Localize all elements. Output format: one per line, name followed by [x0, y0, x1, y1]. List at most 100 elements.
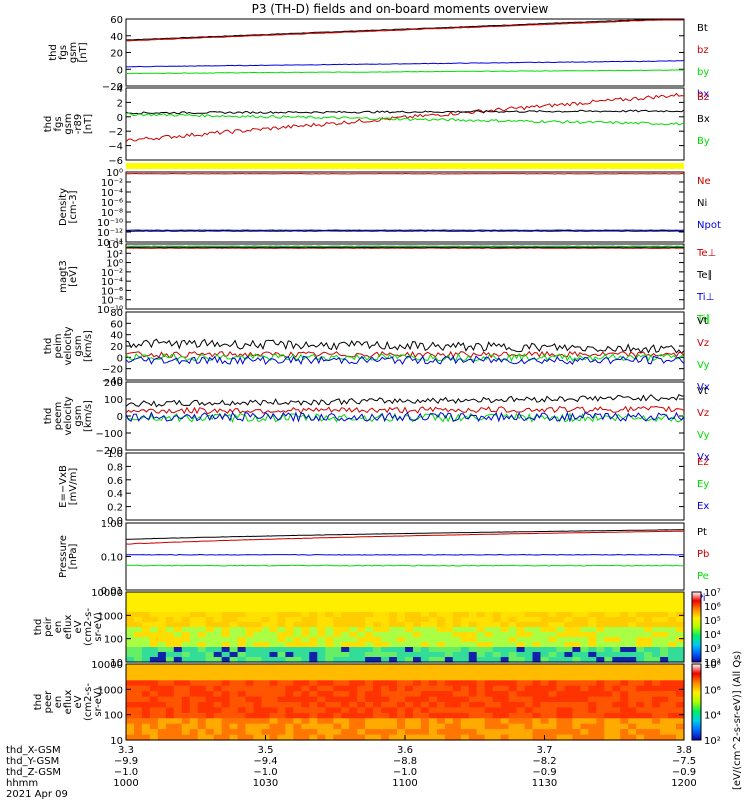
spectrogram-cell — [389, 729, 398, 736]
spectrogram-cell — [460, 607, 470, 613]
spectrogram-cell — [428, 718, 438, 725]
spectrogram-cell — [134, 729, 143, 736]
spectrogram-cell — [460, 597, 470, 603]
spectrogram-cell — [229, 674, 239, 681]
spectrogram-cell — [397, 691, 406, 698]
spectrogram-cell — [341, 685, 350, 692]
spectrogram-cell — [134, 723, 143, 730]
spectrogram-cell — [588, 642, 597, 648]
spectrogram-cell — [564, 642, 573, 648]
spectrogram-cell — [428, 696, 438, 703]
spectrogram-cell — [660, 617, 669, 623]
spectrogram-cell — [301, 597, 310, 603]
spectrogram-cell — [405, 612, 414, 618]
spectrogram-cell — [229, 597, 239, 603]
spectrogram-cell — [636, 691, 645, 698]
spectrogram-cell — [397, 669, 406, 676]
spectrogram-cell — [229, 647, 239, 653]
spectrogram-cell — [245, 664, 255, 670]
spectrogram-cell — [293, 612, 302, 618]
spectrogram-cell — [189, 674, 199, 681]
spectrogram-cell — [245, 657, 255, 663]
spectrogram-cell — [644, 592, 653, 598]
spectrogram-cell — [149, 680, 159, 687]
spectrogram-cell — [548, 592, 558, 598]
spectrogram-cell — [349, 696, 358, 703]
spectrogram-cell — [357, 627, 366, 633]
spectrogram-cell — [405, 652, 414, 658]
spectrogram-cell — [365, 607, 374, 613]
spectrogram-cell — [245, 669, 255, 676]
spectrogram-cell — [572, 729, 581, 736]
spectrogram-cell — [397, 723, 406, 730]
spectrogram-cell — [141, 712, 151, 719]
spectrogram-cell — [476, 696, 486, 703]
spectrogram-cell — [476, 647, 486, 653]
spectrogram-cell — [516, 627, 526, 633]
spectrogram-cell — [357, 622, 366, 628]
spectrogram-cell — [524, 734, 534, 741]
spectrogram-cell — [309, 597, 318, 603]
spectrogram-cell — [213, 612, 223, 618]
spectrogram-cell — [181, 647, 191, 653]
x-row-value: −7.5 — [672, 756, 696, 767]
spectrogram-cell — [221, 622, 231, 628]
spectrogram-cell — [285, 647, 294, 653]
spectrogram-cell — [317, 597, 326, 603]
spectrogram-cell — [420, 729, 430, 736]
spectrogram-cell — [580, 712, 589, 719]
spectrogram-cell — [660, 685, 669, 692]
legend-Te⊥: Te⊥ — [696, 248, 716, 259]
spectrogram-cell — [269, 622, 279, 628]
spectrogram-cell — [277, 627, 287, 633]
spectrogram-cell — [405, 707, 414, 714]
spectrogram-cell — [237, 680, 247, 687]
spectrogram-cell — [157, 602, 167, 608]
spectrogram-cell — [126, 652, 135, 658]
spectrogram-cell — [476, 685, 486, 692]
spectrogram-cell — [213, 723, 223, 730]
spectrogram-cell — [668, 712, 677, 719]
spectrogram-cell — [165, 664, 175, 670]
spectrogram-cell — [596, 669, 605, 676]
spectrogram-cell — [436, 669, 446, 676]
spectrogram-cell — [413, 617, 422, 623]
spectrogram-cell — [644, 632, 653, 638]
spectrogram-cell — [580, 612, 589, 618]
spectrogram-cell — [381, 637, 390, 643]
spectrogram-cell — [325, 602, 334, 608]
spectrogram-cell — [668, 592, 677, 598]
spectrogram-cell — [580, 718, 589, 725]
spectrogram-cell — [612, 657, 621, 663]
spectrogram-cell — [165, 696, 175, 703]
spectrogram-cell — [149, 664, 159, 670]
spectrogram-cell — [341, 712, 350, 719]
spectrogram-cell — [516, 647, 526, 653]
x-row-value: −1.0 — [253, 767, 277, 778]
spectrogram-cell — [197, 632, 207, 638]
spectrogram-cell — [149, 696, 159, 703]
spectrogram-cell — [612, 718, 621, 725]
spectrogram-cell — [500, 696, 510, 703]
spectrogram-cell — [436, 691, 446, 698]
spectrogram-cell — [413, 696, 422, 703]
spectrogram-cell — [365, 685, 374, 692]
spectrogram-cell — [261, 696, 271, 703]
y-tick-label: 20 — [110, 342, 123, 353]
spectrogram-cell — [205, 729, 215, 736]
spectrogram-cell — [492, 685, 502, 692]
spectrogram-cell — [157, 617, 167, 623]
spectrogram-cell — [157, 702, 167, 708]
spectrogram-cell — [365, 657, 374, 663]
spectrogram-cell — [564, 691, 573, 698]
spectrogram-cell — [309, 622, 318, 628]
spectrogram-cell — [229, 707, 239, 714]
spectrogram-cell — [444, 632, 454, 638]
spectrogram-cell — [165, 592, 175, 598]
spectrogram-cell — [285, 718, 294, 725]
spectrogram-cell — [532, 734, 542, 741]
spectrogram-cell — [397, 637, 406, 643]
spectrogram-cell — [141, 637, 151, 643]
spectrogram-cell — [149, 723, 159, 730]
